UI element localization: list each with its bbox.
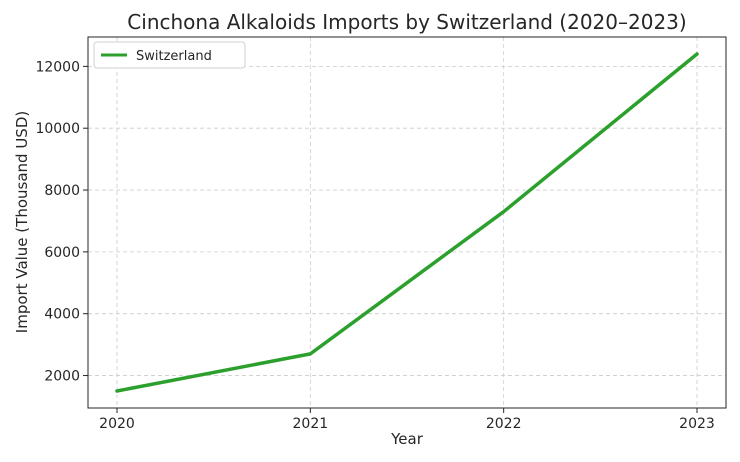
legend-box (93, 41, 246, 69)
axes (83, 36, 727, 413)
grid (88, 37, 726, 408)
x-tick-label: 2021 (293, 416, 329, 432)
y-tick-label: 2000 (44, 369, 80, 385)
y-tick-label: 4000 (44, 307, 80, 323)
series (115, 52, 699, 393)
x-tick-label: 2022 (486, 416, 522, 432)
x-tick-label: 2023 (679, 416, 715, 432)
y-tick-label: 10000 (35, 121, 80, 137)
y-axis-label: Import Value (Thousand USD) (13, 111, 31, 333)
legend: Switzerland (93, 41, 246, 69)
plot-frame (87, 36, 727, 409)
y-tick-label: 6000 (44, 245, 80, 261)
x-tick-label: 2020 (99, 416, 135, 432)
x-axis-label: Year (390, 430, 424, 448)
chart-title: Cinchona Alkaloids Imports by Switzerlan… (127, 10, 686, 34)
legend-label-switzerland: Switzerland (136, 49, 212, 64)
series-line-switzerland (115, 52, 699, 393)
tick-labels: 2000 4000 6000 8000 10000 12000 2020 2021 2022 20… (35, 59, 714, 432)
y-tick-label: 12000 (35, 59, 80, 75)
y-tick-label: 8000 (44, 183, 80, 199)
